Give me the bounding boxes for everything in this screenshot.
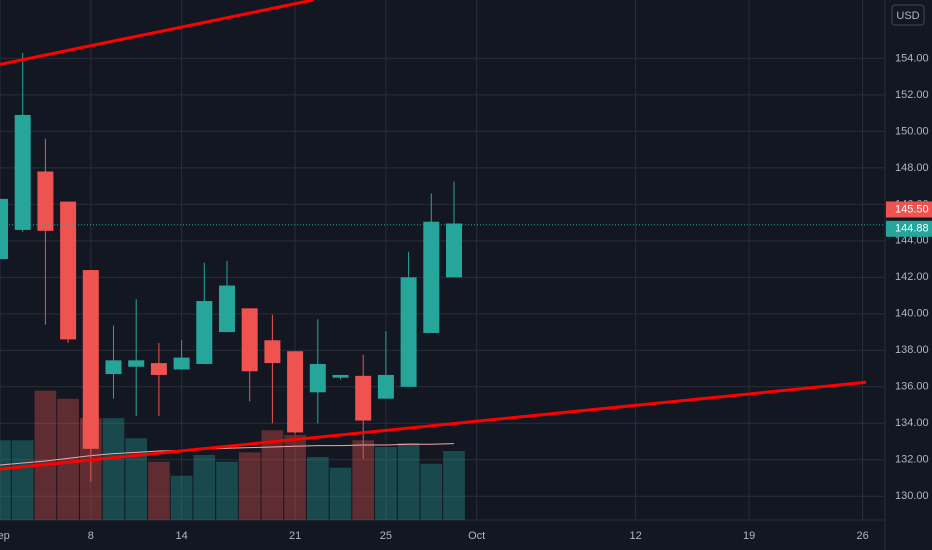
volume — [0, 390, 465, 520]
candle-body — [446, 223, 462, 278]
volume-bar — [375, 446, 397, 520]
candle-body — [150, 363, 167, 375]
price-label: 144.88 — [895, 223, 929, 235]
candle-body — [355, 375, 372, 421]
y-tick-label: 154.00 — [895, 52, 929, 64]
volume-bar — [34, 390, 57, 520]
volume-bar — [102, 418, 125, 520]
x-tick-label: 19 — [743, 530, 755, 542]
volume-bar — [329, 467, 352, 520]
grid — [0, 0, 885, 520]
y-tick-label: 142.00 — [895, 271, 929, 283]
y-tick-label: 140.00 — [895, 308, 929, 320]
volume-bar — [397, 442, 420, 520]
price-label-box — [886, 220, 932, 237]
x-tick-label: 21 — [289, 530, 301, 542]
axes: 130.00 132.00 134.00 136.00 138.00 140.00 142.… — [0, 52, 932, 542]
trend-line — [0, 380, 867, 471]
candle-body — [14, 114, 31, 230]
candle-body — [37, 171, 54, 231]
y-tick-label: 136.00 — [895, 381, 929, 393]
candle-body — [105, 360, 122, 375]
volume-bar — [170, 475, 193, 520]
x-tick-label: 26 — [856, 530, 868, 542]
y-tick-label: 148.00 — [895, 162, 929, 174]
candle-body — [287, 351, 304, 433]
volume-bar — [57, 398, 79, 520]
candle-body — [264, 340, 281, 364]
x-tick-label: Sep — [0, 530, 10, 542]
candle-body — [332, 374, 349, 378]
y-tick-label: 152.00 — [895, 89, 929, 101]
x-tick-label: Oct — [468, 530, 485, 542]
y-tick-label: 138.00 — [895, 344, 929, 356]
candle-body — [423, 221, 440, 333]
plot — [0, 0, 885, 482]
volume-bar — [420, 463, 443, 520]
x-tick-label: 12 — [629, 530, 641, 542]
currency-box[interactable] — [891, 4, 925, 26]
x-tick-label: 8 — [88, 530, 94, 542]
volume-bar — [352, 440, 375, 520]
volume-bar — [238, 452, 261, 520]
trend-line — [0, 0, 314, 66]
candle-body — [60, 201, 77, 340]
volume-ma — [0, 443, 455, 466]
candle-body — [219, 285, 235, 333]
price-label: 145.50 — [895, 203, 929, 215]
candle-body — [173, 357, 190, 370]
y-tick-label: 150.00 — [895, 125, 929, 137]
volume-bar — [125, 438, 148, 520]
volume-bar — [284, 434, 306, 520]
y-tick-label: 130.00 — [895, 490, 929, 502]
currency: USD — [896, 10, 919, 22]
candle-body — [0, 198, 8, 260]
volume-bar — [148, 461, 170, 520]
x-tick-label: 25 — [380, 530, 392, 542]
candle-body — [309, 364, 326, 393]
volume-bar — [306, 457, 329, 520]
volume-bar — [261, 430, 284, 520]
volume-bar — [0, 440, 11, 520]
candle-body — [377, 374, 394, 399]
candle-body — [241, 308, 258, 372]
volume-bar — [443, 450, 465, 520]
candle-body — [82, 270, 99, 449]
y-tick-label: 144.00 — [895, 235, 929, 247]
y-tick-label: 132.00 — [895, 454, 929, 466]
candle-body — [400, 277, 417, 387]
volume-bar — [11, 440, 34, 520]
x-tick-label: 14 — [175, 530, 187, 542]
candle-body — [196, 301, 213, 364]
price-label-box — [886, 201, 932, 218]
candle-body — [128, 360, 145, 367]
volume-bar — [216, 461, 238, 520]
volume-bar — [193, 455, 216, 520]
y-tick-label: 134.00 — [895, 417, 929, 429]
